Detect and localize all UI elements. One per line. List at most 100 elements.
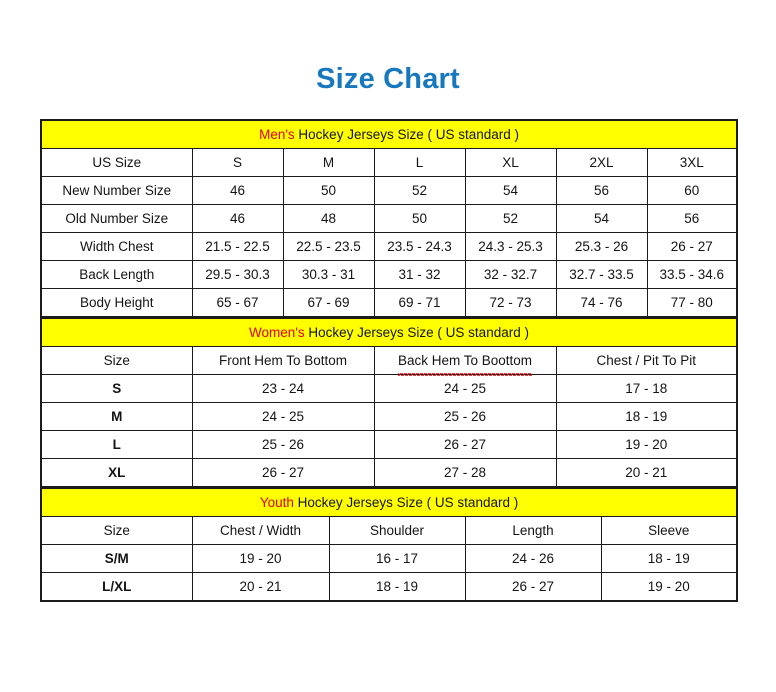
womens-row-3-label: XL <box>40 458 193 487</box>
youth-row-0-cell-4: 18 - 19 <box>600 544 738 573</box>
youth-row-0-label: S/M <box>40 544 193 573</box>
youth-row-1-cell-3: 26 - 27 <box>464 572 602 602</box>
youth-col-header-2: Shoulder <box>328 516 466 545</box>
mens-section-banner: Men's Hockey Jerseys Size ( US standard … <box>40 119 738 149</box>
mens-row-4-cell-5: 74 - 76 <box>555 288 648 317</box>
womens-row-0-cell-1: 23 - 24 <box>191 374 375 403</box>
mens-row-3-cell-5: 32.7 - 33.5 <box>555 260 648 289</box>
womens-row-3-cell-1: 26 - 27 <box>191 458 375 487</box>
womens-banner-accent: Women's <box>249 325 305 340</box>
table-row: M 24 - 25 25 - 26 18 - 19 <box>40 402 738 431</box>
mens-col-header-0: US Size <box>40 148 193 177</box>
youth-row-0-cell-1: 19 - 20 <box>191 544 330 573</box>
table-row: S/M 19 - 20 16 - 17 24 - 26 18 - 19 <box>40 544 738 573</box>
mens-row-4-cell-6: 77 - 80 <box>646 288 738 317</box>
mens-row-1-cell-3: 50 <box>373 204 466 233</box>
womens-row-1-cell-3: 18 - 19 <box>555 402 738 431</box>
womens-row-2-label: L <box>40 430 193 459</box>
mens-row-3-cell-3: 31 - 32 <box>373 260 466 289</box>
womens-row-1-cell-1: 24 - 25 <box>191 402 375 431</box>
mens-row-1-cell-6: 56 <box>646 204 738 233</box>
womens-row-0-label: S <box>40 374 193 403</box>
youth-col-header-4: Sleeve <box>600 516 738 545</box>
youth-row-0-cell-3: 24 - 26 <box>464 544 602 573</box>
mens-row-2-label: Width Chest <box>40 232 193 261</box>
womens-row-0-cell-2: 24 - 25 <box>373 374 557 403</box>
table-row: Old Number Size 46 48 50 52 54 56 <box>40 204 738 233</box>
womens-row-1-cell-2: 25 - 26 <box>373 402 557 431</box>
mens-row-4-cell-4: 72 - 73 <box>464 288 557 317</box>
mens-row-0-cell-4: 54 <box>464 176 557 205</box>
mens-row-3-label: Back Length <box>40 260 193 289</box>
mens-row-1-cell-1: 46 <box>191 204 284 233</box>
mens-col-header-4: XL <box>464 148 557 177</box>
youth-row-1-cell-1: 20 - 21 <box>191 572 330 602</box>
youth-row-0-cell-2: 16 - 17 <box>328 544 466 573</box>
mens-row-0-cell-2: 50 <box>282 176 375 205</box>
mens-row-0-cell-1: 46 <box>191 176 284 205</box>
womens-col-header-2: Back Hem To Boottom <box>373 346 557 376</box>
mens-row-4-cell-3: 69 - 71 <box>373 288 466 317</box>
youth-row-1-cell-4: 19 - 20 <box>600 572 738 602</box>
mens-row-0-cell-6: 60 <box>646 176 738 205</box>
table-row: S 23 - 24 24 - 25 17 - 18 <box>40 374 738 403</box>
womens-row-2-cell-1: 25 - 26 <box>191 430 375 459</box>
mens-banner-row: Men's Hockey Jerseys Size ( US standard … <box>40 119 738 149</box>
youth-size-table: Youth Hockey Jerseys Size ( US standard … <box>40 487 739 602</box>
mens-col-header-2: M <box>282 148 375 177</box>
mens-col-header-3: L <box>373 148 466 177</box>
mens-header-row: US Size S M L XL 2XL 3XL <box>40 148 738 177</box>
table-row: Body Height 65 - 67 67 - 69 69 - 71 72 -… <box>40 288 738 317</box>
mens-row-2-cell-2: 22.5 - 23.5 <box>282 232 375 261</box>
womens-row-3-cell-3: 20 - 21 <box>555 458 738 487</box>
mens-row-2-cell-1: 21.5 - 22.5 <box>191 232 284 261</box>
page-title: Size Chart <box>316 63 460 95</box>
womens-banner-row: Women's Hockey Jerseys Size ( US standar… <box>40 317 738 347</box>
size-tables-container: Men's Hockey Jerseys Size ( US standard … <box>40 119 739 602</box>
youth-banner-row: Youth Hockey Jerseys Size ( US standard … <box>40 487 738 517</box>
womens-col-header-0: Size <box>40 346 193 375</box>
youth-col-header-3: Length <box>464 516 602 545</box>
womens-header-row: Size Front Hem To Bottom Back Hem To Boo… <box>40 346 738 376</box>
mens-row-0-label: New Number Size <box>40 176 193 205</box>
womens-size-table: Women's Hockey Jerseys Size ( US standar… <box>40 317 738 487</box>
youth-row-1-cell-2: 18 - 19 <box>328 572 466 602</box>
table-row: Width Chest 21.5 - 22.5 22.5 - 23.5 23.5… <box>40 232 738 261</box>
womens-row-2-cell-3: 19 - 20 <box>555 430 738 459</box>
womens-col-header-3: Chest / Pit To Pit <box>555 346 738 375</box>
youth-header-row: Size Chest / Width Shoulder Length Sleev… <box>40 516 738 545</box>
mens-row-3-cell-6: 33.5 - 34.6 <box>646 260 738 289</box>
spellcheck-underline-text: Back Hem To Boottom <box>397 347 533 376</box>
youth-section-banner: Youth Hockey Jerseys Size ( US standard … <box>40 487 738 517</box>
youth-col-header-1: Chest / Width <box>191 516 330 545</box>
mens-row-4-label: Body Height <box>40 288 193 317</box>
table-row: XL 26 - 27 27 - 28 20 - 21 <box>40 458 738 487</box>
mens-row-3-cell-4: 32 - 32.7 <box>464 260 557 289</box>
mens-row-0-cell-3: 52 <box>373 176 466 205</box>
womens-banner-rest: Hockey Jerseys Size ( US standard ) <box>304 325 529 340</box>
table-row: New Number Size 46 50 52 54 56 60 <box>40 176 738 205</box>
table-row: L 25 - 26 26 - 27 19 - 20 <box>40 430 738 459</box>
womens-row-1-label: M <box>40 402 193 431</box>
womens-row-2-cell-2: 26 - 27 <box>373 430 557 459</box>
mens-row-4-cell-2: 67 - 69 <box>282 288 375 317</box>
youth-col-header-0: Size <box>40 516 193 545</box>
womens-row-0-cell-3: 17 - 18 <box>555 374 738 403</box>
youth-banner-rest: Hockey Jerseys Size ( US standard ) <box>293 495 519 510</box>
mens-row-2-cell-6: 26 - 27 <box>646 232 738 261</box>
table-row: L/XL 20 - 21 18 - 19 26 - 27 19 - 20 <box>40 572 738 602</box>
womens-section-banner: Women's Hockey Jerseys Size ( US standar… <box>40 317 738 347</box>
table-row: Back Length 29.5 - 30.3 30.3 - 31 31 - 3… <box>40 260 738 289</box>
youth-row-1-label: L/XL <box>40 572 193 602</box>
mens-col-header-6: 3XL <box>646 148 738 177</box>
mens-row-1-cell-5: 54 <box>555 204 648 233</box>
mens-row-1-label: Old Number Size <box>40 204 193 233</box>
youth-banner-accent: Youth <box>259 495 294 510</box>
mens-row-0-cell-5: 56 <box>555 176 648 205</box>
mens-col-header-5: 2XL <box>555 148 648 177</box>
mens-row-1-cell-4: 52 <box>464 204 557 233</box>
mens-banner-rest: Hockey Jerseys Size ( US standard ) <box>294 127 519 142</box>
mens-col-header-1: S <box>191 148 284 177</box>
mens-row-4-cell-1: 65 - 67 <box>191 288 284 317</box>
